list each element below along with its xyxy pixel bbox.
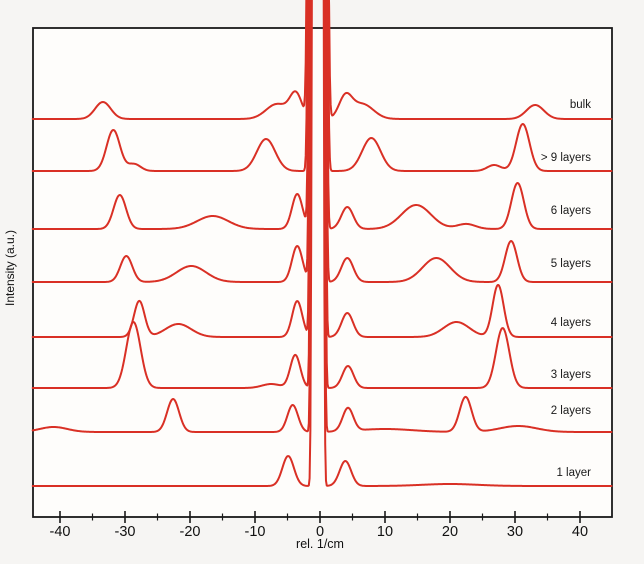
x-axis-title: rel. 1/cm xyxy=(296,537,344,551)
plot-border xyxy=(32,27,613,518)
x-tick-label: 30 xyxy=(507,524,523,540)
curve-label-1: bulk xyxy=(570,99,591,111)
curve-label-5: 4 layers xyxy=(551,317,592,329)
x-tick-label: 0 xyxy=(316,524,324,540)
curve-label-6: 3 layers xyxy=(551,369,592,381)
spectrum-curve-7 xyxy=(31,0,613,433)
curve-label-8: 1 layer xyxy=(556,467,591,479)
spectrum-curve-2 xyxy=(31,0,613,172)
curve-label-4: 5 layers xyxy=(551,258,592,270)
x-tick-label: 40 xyxy=(572,524,588,540)
curve-label-3: 6 layers xyxy=(551,205,592,217)
x-tick-label: 10 xyxy=(377,524,393,540)
curve-label-7: 2 layers xyxy=(551,405,592,417)
spectrum-curve-1 xyxy=(31,0,613,120)
x-tick-label: -10 xyxy=(245,524,266,540)
spectrum-curve-4 xyxy=(31,0,613,283)
spectrum-curve-8 xyxy=(31,0,613,487)
x-tick-label: -40 xyxy=(50,524,71,540)
y-axis-title: Intensity (a.u.) xyxy=(3,230,17,306)
spectrum-curve-6 xyxy=(31,0,613,389)
x-tick-label: -30 xyxy=(115,524,136,540)
spectrum-curve-3 xyxy=(31,0,613,230)
curve-label-2: > 9 layers xyxy=(541,152,591,164)
x-tick-label: -20 xyxy=(180,524,201,540)
x-tick-label: 20 xyxy=(442,524,458,540)
